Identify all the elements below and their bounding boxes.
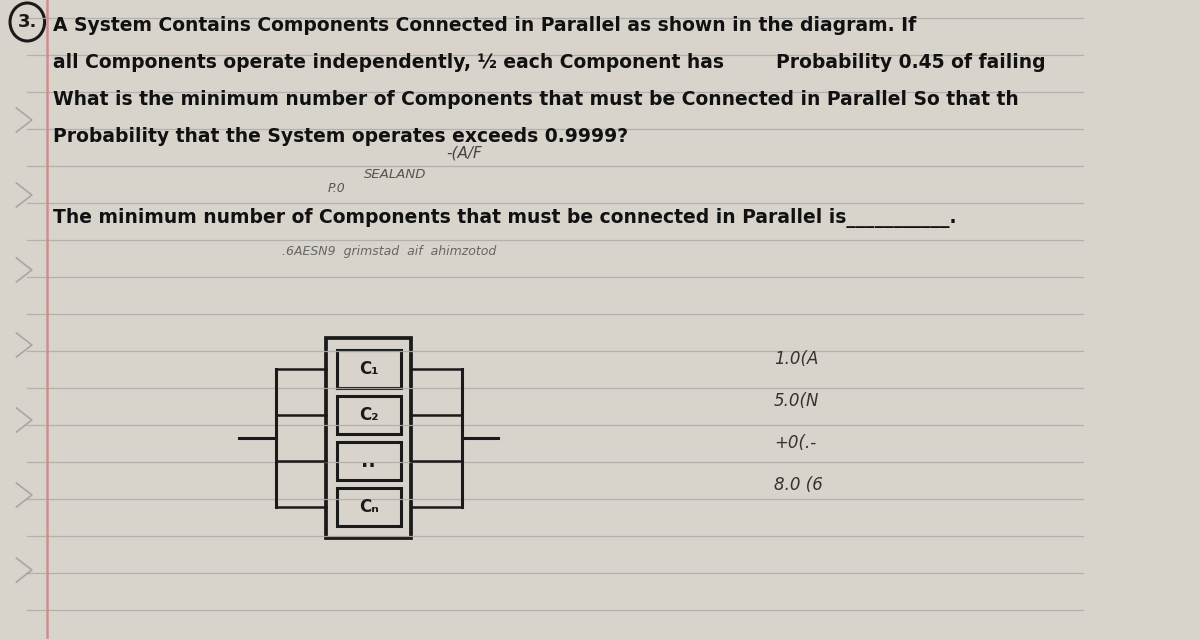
Text: P.0: P.0: [328, 182, 346, 195]
Bar: [337, 442, 401, 480]
Text: Probability that the System operates exceeds 0.9999?: Probability that the System operates exc…: [53, 127, 628, 146]
Text: .6AESN9  grimstad  aif  ahimzotod: .6AESN9 grimstad aif ahimzotod: [282, 245, 497, 258]
Bar: [337, 396, 401, 434]
Text: all Components operate independently, ½ each Component has        Probability 0.: all Components operate independently, ½ …: [53, 53, 1045, 72]
Text: ..: ..: [361, 452, 376, 470]
Text: The minimum number of Components that must be connected in Parallel is__________: The minimum number of Components that mu…: [53, 208, 956, 228]
Text: +0(.-: +0(.-: [774, 434, 816, 452]
Text: 1.0(A: 1.0(A: [774, 350, 818, 368]
Text: What is the minimum number of Components that must be Connected in Parallel So t: What is the minimum number of Components…: [53, 90, 1019, 109]
Bar: [337, 488, 401, 526]
Bar: [337, 350, 401, 388]
Text: Cₙ: Cₙ: [359, 498, 379, 516]
Text: A System Contains Components Connected in Parallel as shown in the diagram. If: A System Contains Components Connected i…: [53, 16, 916, 35]
Text: 5.0(N: 5.0(N: [774, 392, 820, 410]
Text: C₂: C₂: [359, 406, 378, 424]
Text: -(A/F: -(A/F: [446, 145, 482, 160]
Text: 8.0 (6: 8.0 (6: [774, 476, 823, 494]
Text: SEALAND: SEALAND: [364, 168, 427, 181]
Text: 3.: 3.: [18, 13, 37, 31]
Bar: [326, 338, 412, 538]
Text: C₁: C₁: [359, 360, 378, 378]
